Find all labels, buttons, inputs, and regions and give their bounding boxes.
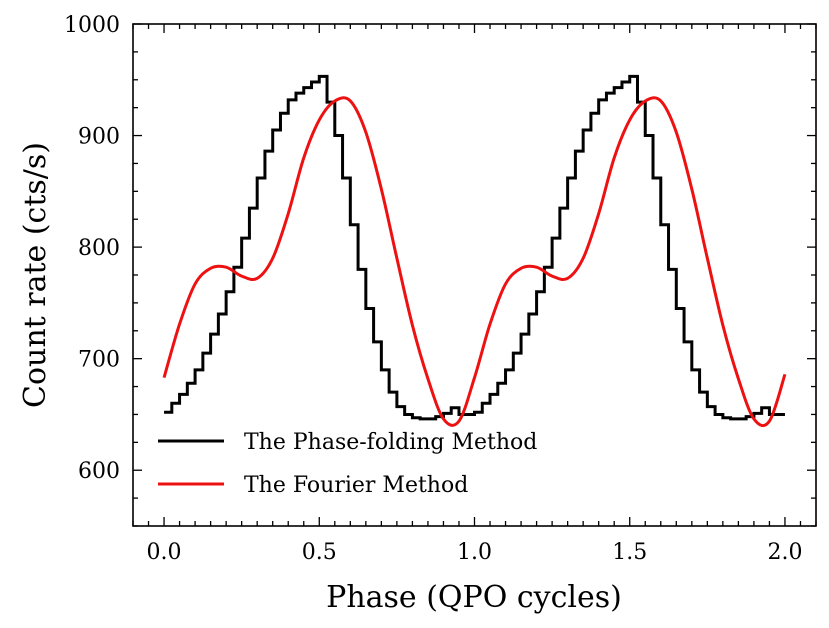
legend-label-phase-folding: The Phase-folding Method: [244, 430, 537, 455]
y-axis-title: Count rate (cts/s): [18, 142, 53, 408]
x-tick-label: 0.5: [302, 540, 337, 565]
y-tick-label: 800: [78, 236, 120, 261]
x-tick-label: 1.0: [457, 540, 492, 565]
series-line-fourier: [162, 96, 787, 428]
x-tick-label: 1.5: [612, 540, 647, 565]
x-axis-title: Phase (QPO cycles): [326, 580, 622, 615]
x-tick-label: 2.0: [767, 540, 802, 565]
y-tick-labels: 600 700 800 900 1000: [64, 13, 120, 484]
series-group: [162, 74, 787, 428]
y-tick-label: 700: [78, 348, 120, 373]
x-tick-label: 0.0: [147, 540, 182, 565]
legend-label-fourier: The Fourier Method: [244, 473, 468, 498]
axis-ticks: [132, 23, 817, 527]
legend: The Phase-folding Method The Fourier Met…: [158, 430, 537, 498]
series-line-phase-folding: [164, 74, 785, 421]
y-tick-label: 900: [78, 125, 120, 150]
y-tick-label: 600: [78, 459, 120, 484]
y-tick-label: 1000: [64, 13, 120, 38]
x-tick-labels: 0.0 0.5 1.0 1.5 2.0: [147, 540, 803, 565]
